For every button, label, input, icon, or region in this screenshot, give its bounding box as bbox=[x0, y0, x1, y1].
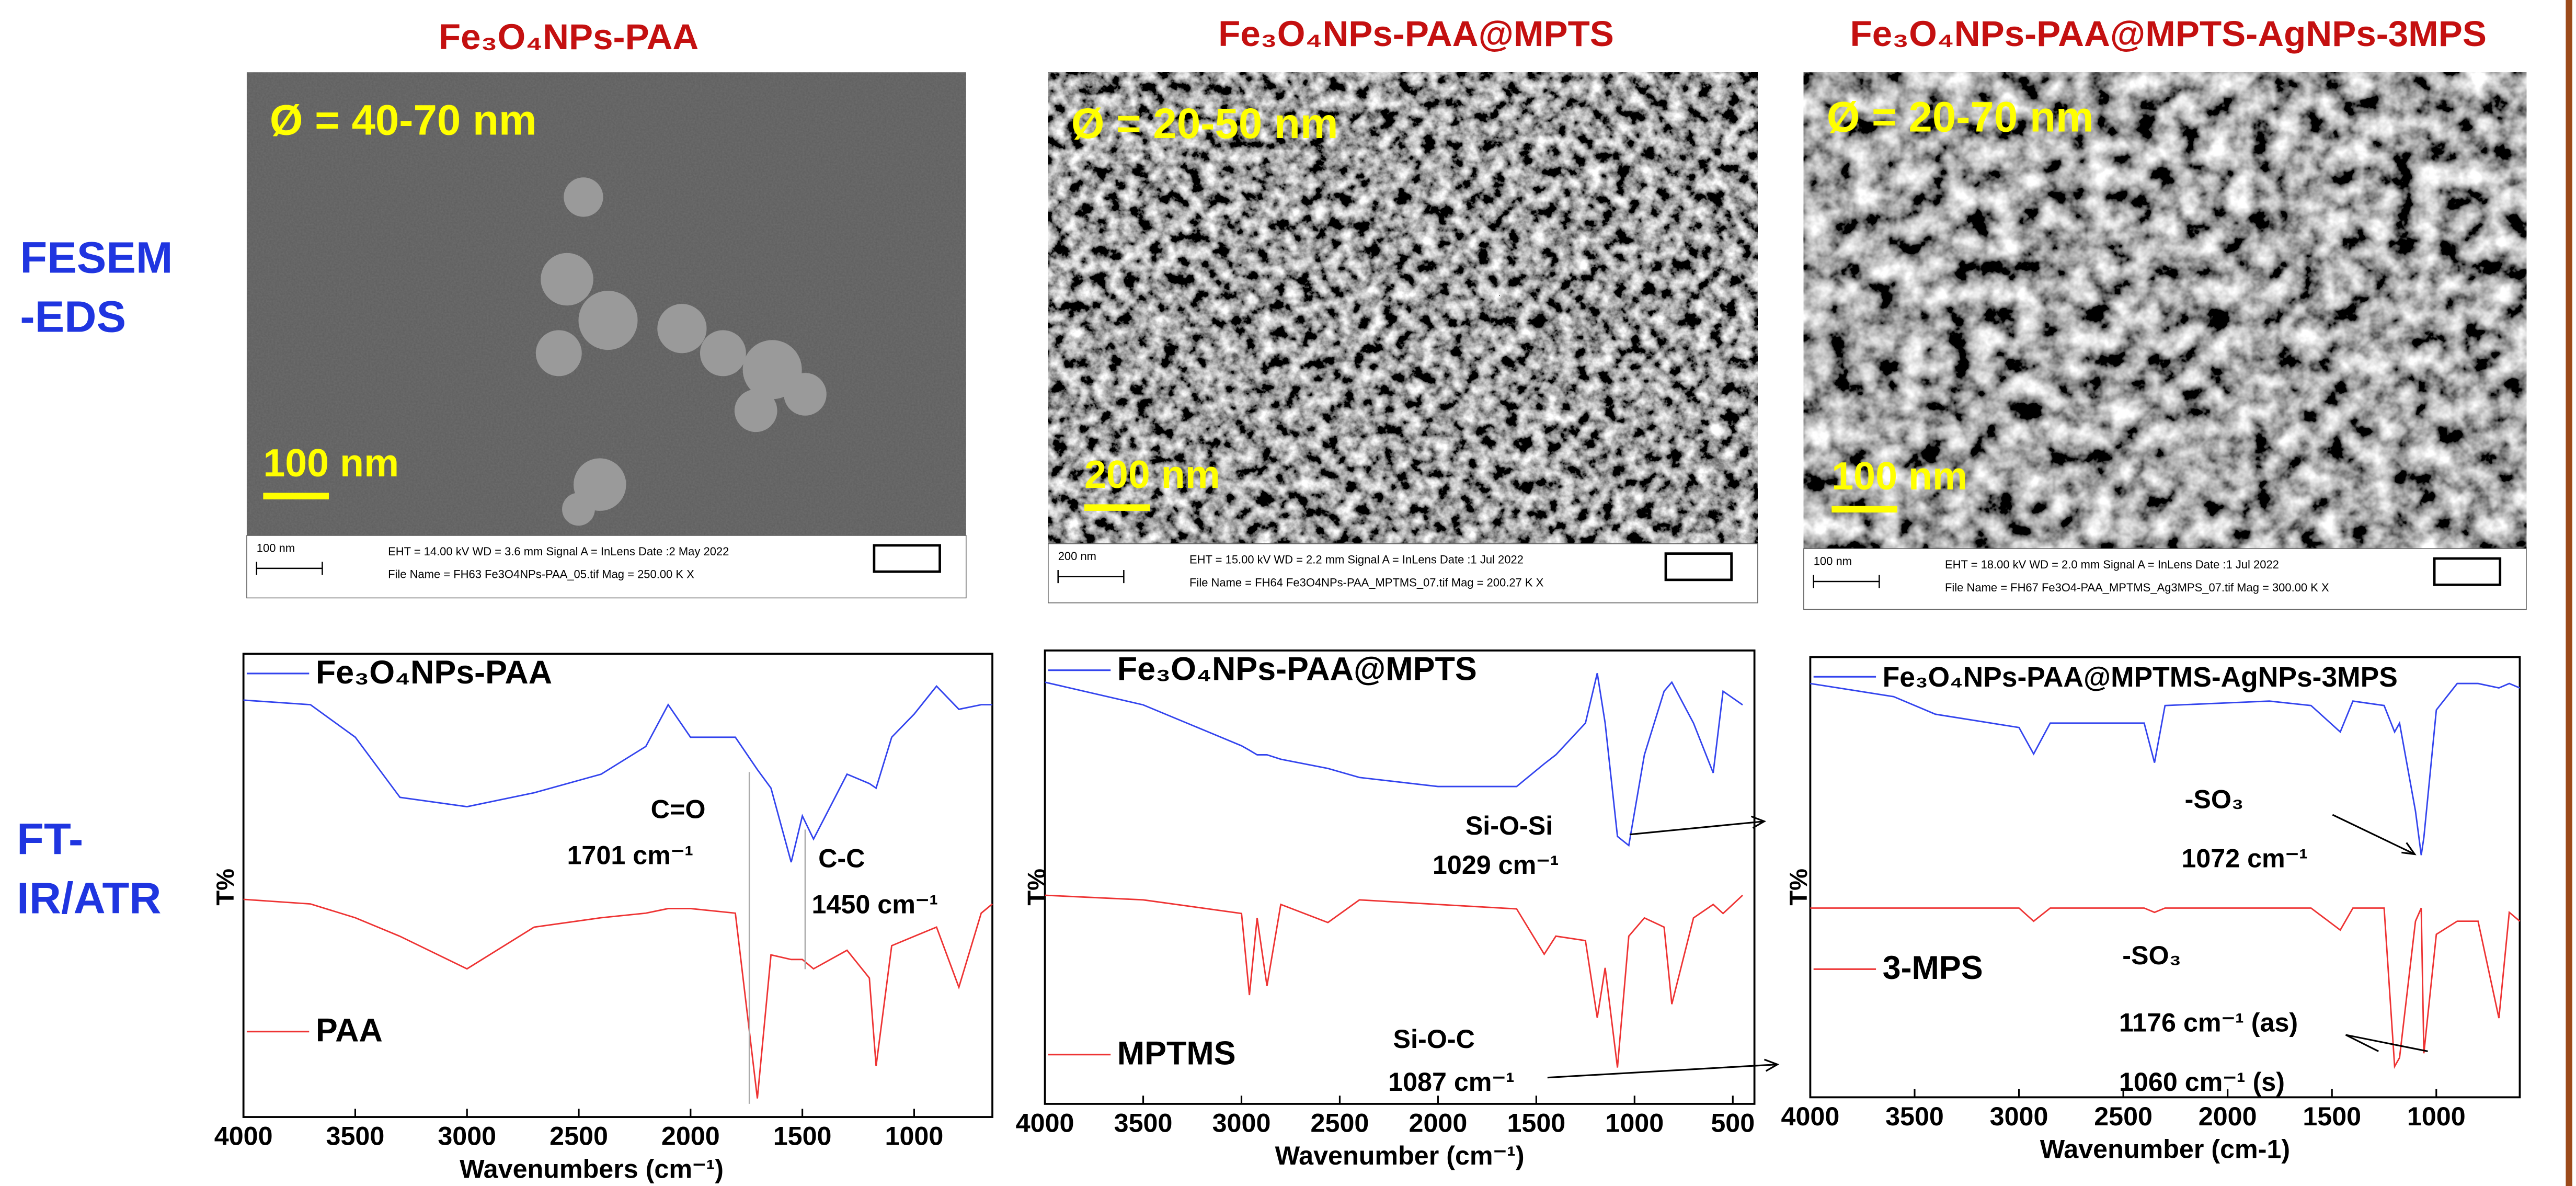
scale-bar-label: 100 nm bbox=[263, 441, 399, 485]
x-tick-label: 2500 bbox=[1311, 1108, 1369, 1137]
annotation: 1701 cm⁻¹ bbox=[567, 840, 693, 870]
annotation: 1072 cm⁻¹ bbox=[2181, 844, 2308, 873]
y-axis-label: T% bbox=[1784, 869, 1812, 906]
annotation: Si-O-C bbox=[1393, 1024, 1475, 1054]
spectrum-line bbox=[244, 686, 992, 862]
info-scale: 100 nm bbox=[1814, 555, 1852, 568]
frame-edge bbox=[2566, 0, 2572, 1186]
scale-bar bbox=[263, 493, 329, 499]
x-tick-label: 3500 bbox=[1114, 1108, 1173, 1137]
arrow bbox=[1630, 816, 1765, 835]
x-tick-label: 1500 bbox=[2303, 1102, 2361, 1131]
scale-bar-label: 100 nm bbox=[1831, 454, 1967, 498]
legend-label: Fe₃O₄NPs-PAA@MPTS bbox=[1117, 651, 1477, 687]
figure: FESEM-EDS FT-IR/ATR Fe₃O₄NPs-PAA Ø = 40-70 … bbox=[0, 0, 2576, 1186]
y-axis-label: T% bbox=[1023, 869, 1050, 906]
scale-bar-label: 200 nm bbox=[1084, 452, 1220, 496]
annotation: C=O bbox=[651, 794, 706, 824]
legend-label: Fe₃O₄NPs-PAA bbox=[316, 654, 552, 691]
panel-title: Fe₃O₄NPs-PAA bbox=[439, 16, 699, 57]
info-line: File Name = FH64 Fe3O4NPs-PAA_MPTMS_07.t… bbox=[1189, 576, 1544, 589]
row-label: FT-IR/ATR bbox=[17, 814, 161, 922]
x-tick-label: 3000 bbox=[1212, 1108, 1271, 1137]
x-tick-label: 1000 bbox=[2407, 1102, 2466, 1131]
scale-bar bbox=[1831, 506, 1897, 513]
arrow bbox=[1548, 1059, 1778, 1078]
scale-bar bbox=[1084, 504, 1150, 511]
diameter-label: Ø = 40-70 nm bbox=[270, 97, 537, 144]
x-tick-label: 1500 bbox=[1507, 1108, 1565, 1137]
arrow bbox=[2332, 815, 2414, 854]
row-label: FESEM-EDS bbox=[20, 232, 173, 341]
spectrum-line bbox=[1810, 683, 2520, 855]
x-axis-label: Wavenumber (cm⁻¹) bbox=[1275, 1141, 1525, 1170]
annotation: 1060 cm⁻¹ (s) bbox=[2119, 1067, 2285, 1097]
legend-label: PAA bbox=[316, 1012, 383, 1049]
annotation: 1450 cm⁻¹ bbox=[812, 890, 938, 919]
legend-label: Fe₃O₄NPs-PAA@MPTMS-AgNPs-3MPS bbox=[1883, 662, 2398, 693]
diameter-label: Ø = 20-50 nm bbox=[1071, 100, 1338, 147]
x-tick-label: 4000 bbox=[1016, 1108, 1074, 1137]
annotation: 1176 cm⁻¹ (as) bbox=[2119, 1008, 2298, 1037]
info-line: EHT = 15.00 kV WD = 2.2 mm Signal A = In… bbox=[1189, 553, 1524, 566]
annotation: -SO₃ bbox=[2122, 941, 2181, 970]
annotation: 1029 cm⁻¹ bbox=[1433, 850, 1559, 880]
legend-label: 3-MPS bbox=[1883, 950, 1983, 986]
y-axis-label: T% bbox=[211, 869, 239, 906]
x-tick-label: 1000 bbox=[1605, 1108, 1664, 1137]
spectrum-line bbox=[1810, 908, 2520, 1066]
page: FESEM-EDS FT-IR/ATR Fe₃O₄NPs-PAA Ø = 40-70 … bbox=[0, 0, 2576, 1186]
x-tick-label: 2000 bbox=[2199, 1102, 2257, 1131]
x-tick-label: 2000 bbox=[1409, 1108, 1468, 1137]
legend-label: MPTMS bbox=[1117, 1035, 1236, 1072]
x-tick-label: 500 bbox=[1711, 1108, 1755, 1137]
spectrum-line bbox=[1045, 673, 1743, 846]
x-tick-label: 4000 bbox=[214, 1121, 273, 1150]
x-tick-label: 3500 bbox=[1885, 1102, 1944, 1131]
spectrum-line bbox=[244, 899, 992, 1099]
x-tick-label: 1500 bbox=[773, 1121, 832, 1150]
x-tick-label: 3500 bbox=[326, 1121, 385, 1150]
annotation: -SO₃ bbox=[2185, 785, 2244, 814]
x-tick-label: 4000 bbox=[1781, 1102, 1840, 1131]
info-line: File Name = FH67 Fe3O4-PAA_MPTMS_Ag3MPS_… bbox=[1945, 581, 2329, 594]
x-axis-label: Wavenumbers (cm⁻¹) bbox=[460, 1154, 724, 1183]
x-tick-label: 2500 bbox=[549, 1121, 608, 1150]
info-scale: 200 nm bbox=[1058, 550, 1096, 563]
annotation: C-C bbox=[818, 844, 865, 873]
x-tick-label: 3000 bbox=[438, 1121, 496, 1150]
panel-title: Fe₃O₄NPs-PAA@MPTS bbox=[1218, 13, 1614, 54]
x-tick-label: 3000 bbox=[1990, 1102, 2048, 1131]
diameter-label: Ø = 20-70 nm bbox=[1827, 93, 2094, 141]
x-axis-label: Wavenumber (cm-1) bbox=[2040, 1135, 2290, 1164]
arrow bbox=[2345, 1035, 2428, 1051]
x-tick-label: 2500 bbox=[2094, 1102, 2153, 1131]
info-line: EHT = 18.00 kV WD = 2.0 mm Signal A = In… bbox=[1945, 558, 2279, 571]
info-line: EHT = 14.00 kV WD = 3.6 mm Signal A = In… bbox=[388, 545, 729, 558]
info-scale: 100 nm bbox=[257, 541, 295, 554]
annotation: 1087 cm⁻¹ bbox=[1388, 1067, 1515, 1097]
x-tick-label: 2000 bbox=[661, 1121, 720, 1150]
info-line: File Name = FH63 Fe3O4NPs-PAA_05.tif Mag… bbox=[388, 568, 694, 581]
annotation: Si-O-Si bbox=[1466, 811, 1553, 840]
panel-title: Fe₃O₄NPs-PAA@MPTS-AgNPs-3MPS bbox=[1850, 13, 2487, 54]
x-tick-label: 1000 bbox=[885, 1121, 944, 1150]
